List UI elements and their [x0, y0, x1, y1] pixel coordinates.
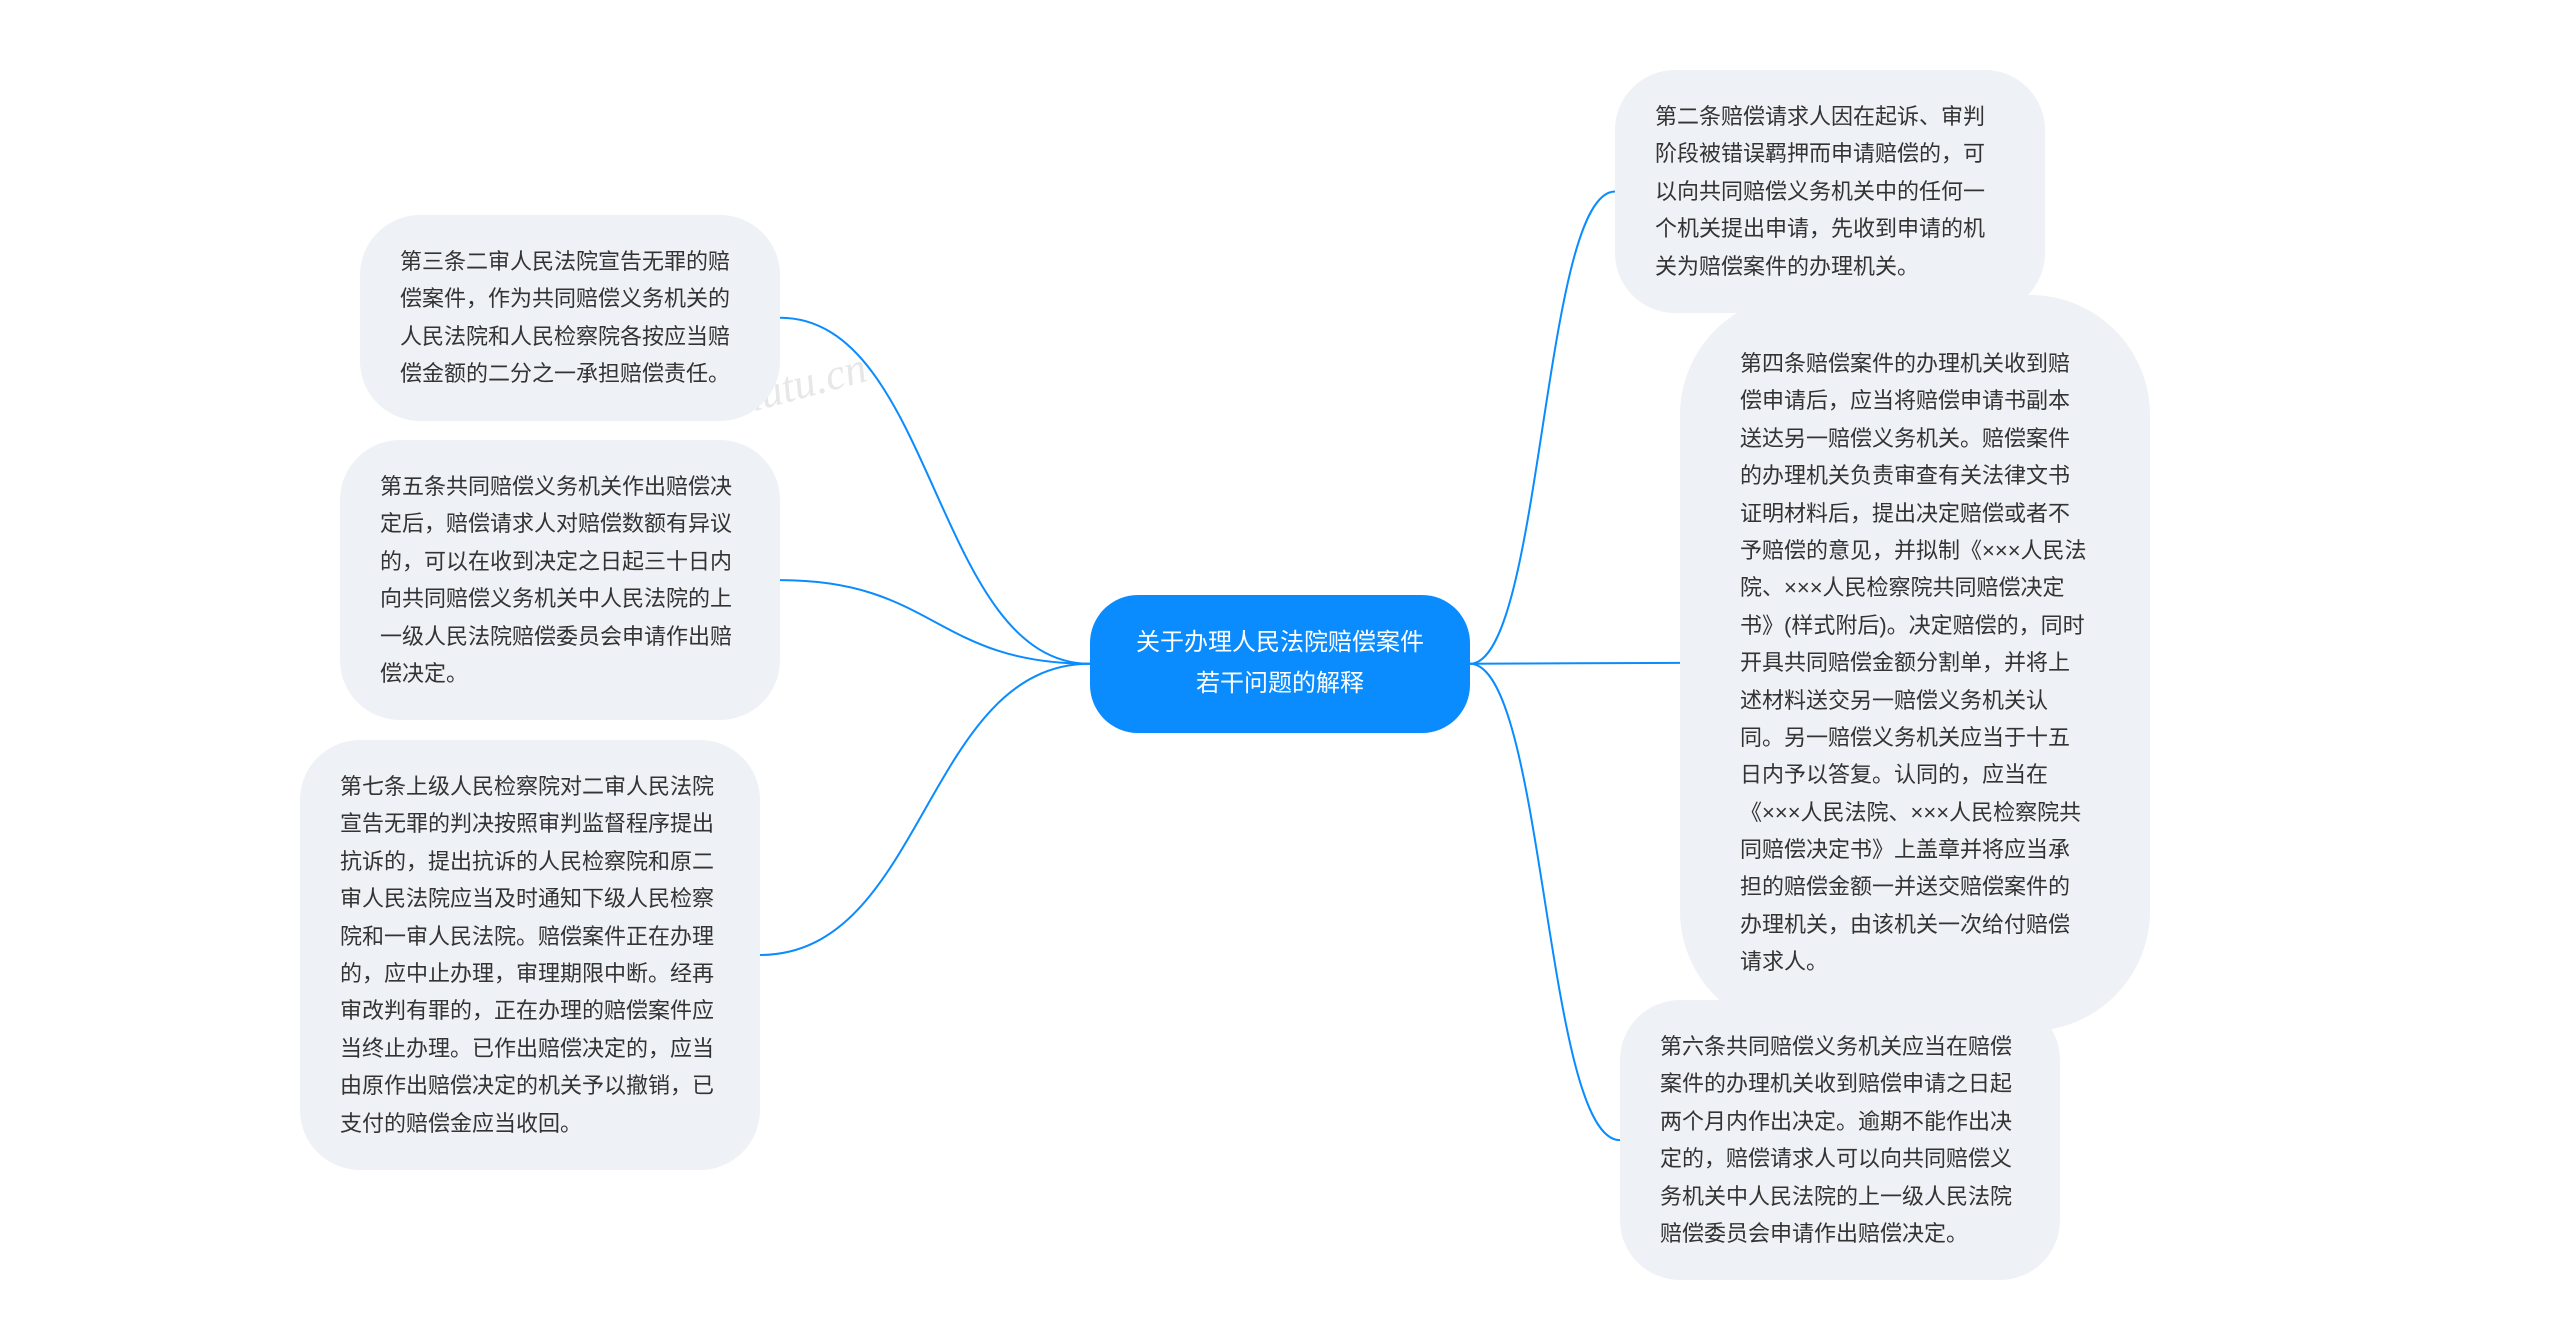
- center-node[interactable]: 关于办理人民法院赔偿案件若干问题的解释: [1090, 595, 1470, 733]
- node-article-3[interactable]: 第三条二审人民法院宣告无罪的赔偿案件，作为共同赔偿义务机关的人民法院和人民检察院…: [360, 215, 780, 421]
- node-article-6[interactable]: 第六条共同赔偿义务机关应当在赔偿案件的办理机关收到赔偿申请之日起两个月内作出决定…: [1620, 1000, 2060, 1280]
- node-article-2[interactable]: 第二条赔偿请求人因在起诉、审判阶段被错误羁押而申请赔偿的，可以向共同赔偿义务机关…: [1615, 70, 2045, 313]
- node-article-5[interactable]: 第五条共同赔偿义务机关作出赔偿决定后，赔偿请求人对赔偿数额有异议的，可以在收到决…: [340, 440, 780, 720]
- mindmap-canvas: 关于办理人民法院赔偿案件若干问题的解释 第三条二审人民法院宣告无罪的赔偿案件，作…: [0, 0, 2560, 1317]
- node-article-7[interactable]: 第七条上级人民检察院对二审人民法院宣告无罪的判决按照审判监督程序提出抗诉的，提出…: [300, 740, 760, 1170]
- node-article-4[interactable]: 第四条赔偿案件的办理机关收到赔偿申请后，应当将赔偿申请书副本送达另一赔偿义务机关…: [1680, 295, 2150, 1031]
